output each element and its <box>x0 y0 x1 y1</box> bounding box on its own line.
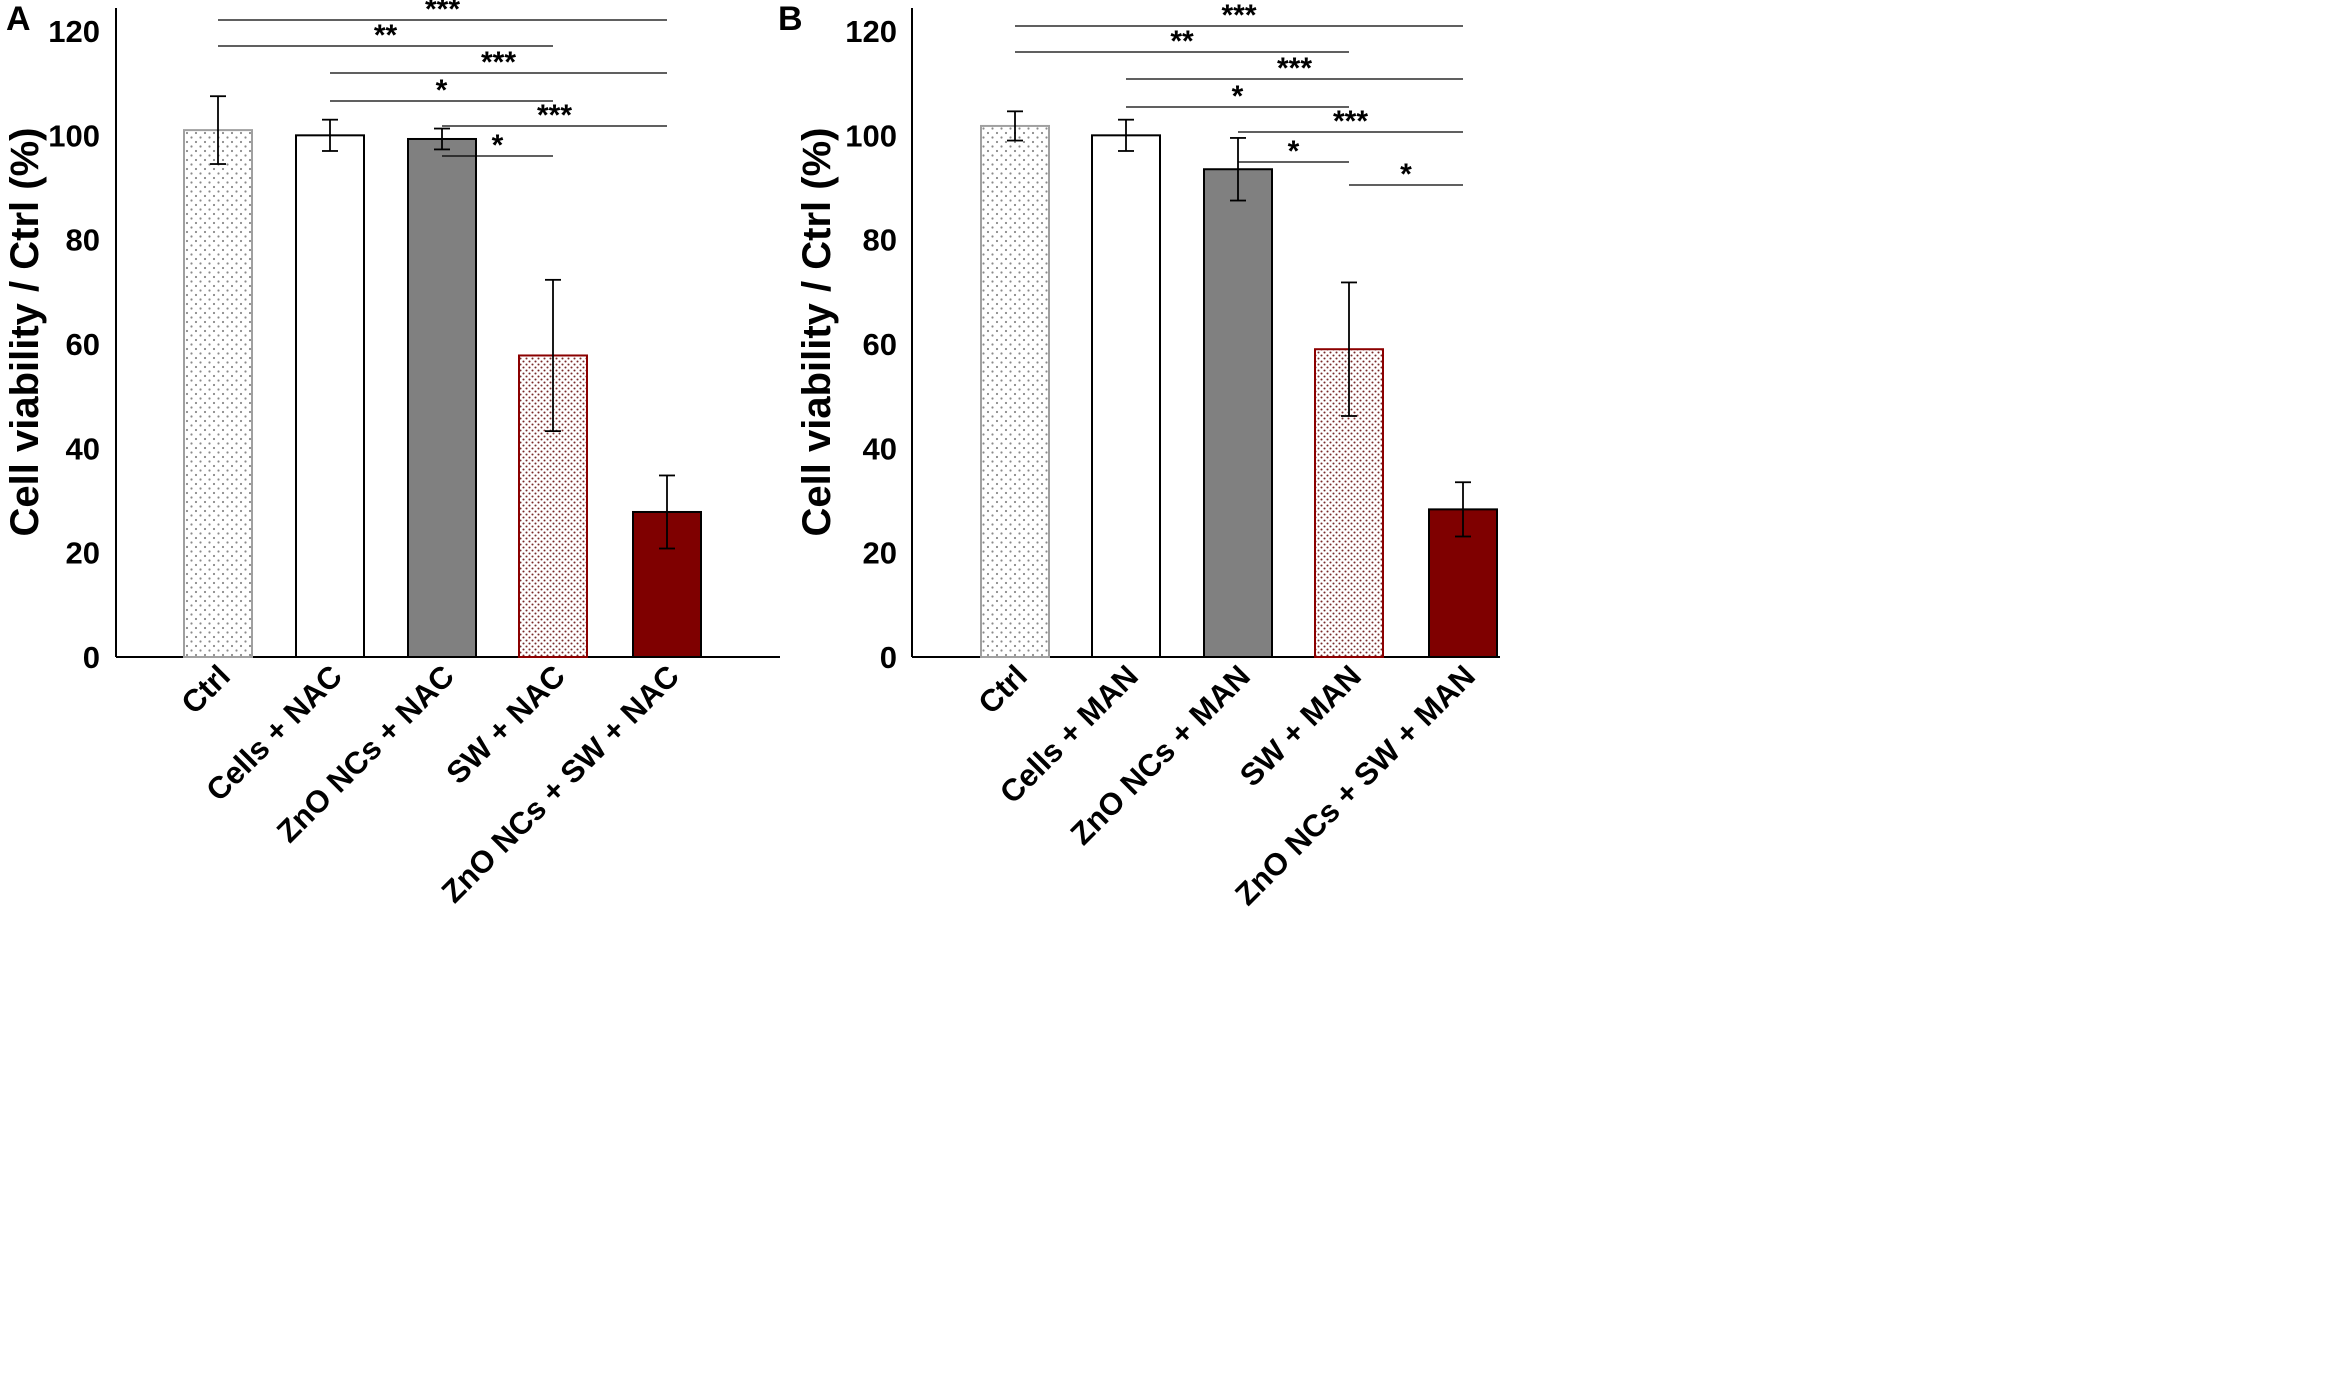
y-tick-label: 100 <box>845 118 897 153</box>
y-tick-label: 100 <box>48 118 100 153</box>
bar <box>295 134 365 659</box>
significance-label: *** <box>1277 52 1312 85</box>
y-tick-label: 0 <box>880 640 897 675</box>
bar <box>1091 134 1161 659</box>
y-tick-label: 40 <box>66 431 100 466</box>
y-tick-label: 20 <box>863 536 897 571</box>
panel-label: B <box>778 0 803 38</box>
significance-label: *** <box>1333 105 1368 138</box>
significance-label: ** <box>1170 25 1194 58</box>
y-tick-label: 0 <box>83 640 100 675</box>
panel-a: A Cell viability / Ctrl (%) 0 20 40 60 80 100… <box>3 0 780 909</box>
x-tick-label: ZnO NCs + SW + NAC <box>435 658 686 909</box>
x-tick-label: Ctrl <box>174 658 237 721</box>
y-tick-label: 40 <box>863 431 897 466</box>
significance-label: *** <box>425 0 460 26</box>
y-tick-label: 120 <box>845 14 897 49</box>
significance-label: *** <box>1221 0 1256 32</box>
panel-label: A <box>6 0 31 38</box>
y-axis-label: Cell viability / Ctrl (%) <box>795 128 839 537</box>
y-tick-label: 80 <box>66 223 100 258</box>
significance-label: * <box>1288 135 1300 168</box>
x-tick-label: ZnO NCs + SW + MAN <box>1228 658 1482 912</box>
y-tick-label: 20 <box>66 536 100 571</box>
significance-label: * <box>1400 158 1412 191</box>
y-tick-label: 120 <box>48 14 100 49</box>
bar <box>407 137 477 659</box>
y-tick-label: 80 <box>863 223 897 258</box>
significance-label: ** <box>374 19 398 52</box>
significance-label: * <box>492 129 504 162</box>
y-axis-label: Cell viability / Ctrl (%) <box>3 128 47 537</box>
bar <box>183 129 253 659</box>
x-tick-label: Ctrl <box>971 658 1034 721</box>
y-tick-label: 60 <box>863 327 897 362</box>
panel-b: B Cell viability / Ctrl (%) 0 20 40 60 80 100… <box>778 0 1500 912</box>
significance-label: * <box>1232 80 1244 113</box>
significance-label: *** <box>537 99 572 132</box>
significance-label: *** <box>481 46 516 79</box>
bar <box>980 124 1050 658</box>
y-tick-label: 60 <box>66 327 100 362</box>
significance-label: * <box>436 74 448 107</box>
bar <box>1203 168 1273 658</box>
